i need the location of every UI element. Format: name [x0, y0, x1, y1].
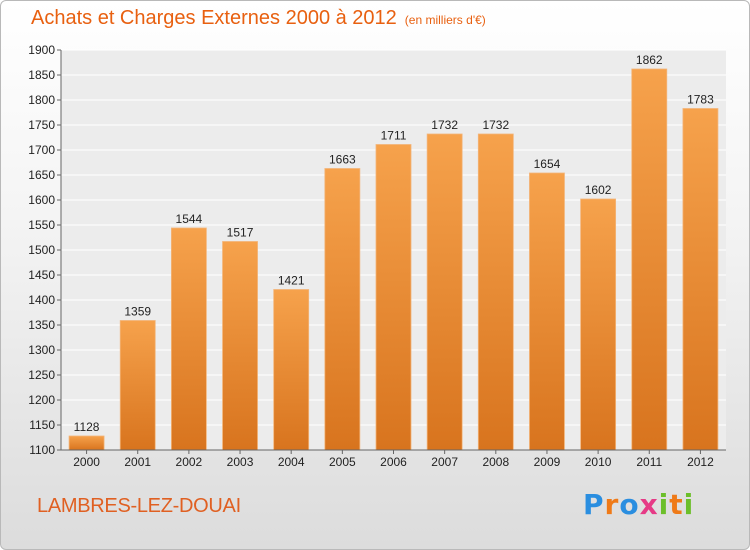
x-tick-label-2007: 2007 [431, 455, 458, 469]
bar-2000 [68, 435, 105, 451]
value-label-2001: 1359 [124, 305, 151, 319]
x-axis: 2000 2001 2002 2003 2004 2005 2006 2007 2008 2009… [61, 449, 726, 469]
y-tick-label: 1800 [28, 93, 55, 107]
bar-2011 [631, 68, 668, 451]
y-tick-label: 1700 [28, 143, 55, 157]
y-tick-label: 1750 [28, 118, 55, 132]
value-label-2003: 1517 [227, 226, 254, 240]
y-tick-label: 1350 [28, 318, 55, 332]
bar-2012 [682, 108, 719, 451]
y-tick-label: 1200 [28, 393, 55, 407]
value-label-2007: 1732 [431, 118, 458, 132]
bar-2007 [426, 133, 463, 451]
bar-2010 [580, 198, 617, 451]
logo-letter: o [619, 488, 640, 521]
y-tick-label: 1650 [28, 168, 55, 182]
y-tick-label: 1400 [28, 293, 55, 307]
bar-2002 [170, 227, 207, 451]
title-row: Achats et Charges Externes 2000 à 2012 (e… [31, 7, 486, 30]
bar-2005 [324, 168, 361, 451]
value-label-2006: 1711 [381, 129, 407, 143]
x-tick-label-2009: 2009 [534, 455, 561, 469]
value-label-2004: 1421 [278, 274, 305, 288]
value-label-2009: 1654 [534, 157, 561, 171]
y-tick-label: 1250 [28, 368, 55, 382]
y-tick-label: 1550 [28, 218, 55, 232]
logo-letter: t [669, 488, 684, 521]
x-tick-label-2001: 2001 [124, 455, 151, 469]
y-tick-label: 1500 [28, 243, 55, 257]
chart-title: Achats et Charges Externes 2000 à 2012 [31, 7, 397, 29]
bar-2008 [477, 133, 514, 451]
logo-letter: r [604, 488, 620, 521]
x-tick-label-2008: 2008 [482, 455, 509, 469]
logo-letter: i [683, 488, 695, 521]
x-tick-label-2010: 2010 [585, 455, 612, 469]
x-tick-label-2004: 2004 [278, 455, 305, 469]
value-label-2008: 1732 [482, 118, 509, 132]
y-tick-label: 1300 [28, 343, 55, 357]
bars [68, 68, 719, 451]
chart-subtitle: (en milliers d'€) [404, 13, 486, 27]
y-tick-label: 1100 [29, 443, 55, 457]
x-tick-label-2011: 2011 [636, 455, 662, 469]
x-tick-label-2006: 2006 [380, 455, 407, 469]
value-label-2005: 1663 [329, 153, 356, 167]
y-tick-label: 1850 [28, 68, 55, 82]
value-label-2002: 1544 [176, 212, 203, 226]
logo-letter: P [583, 488, 605, 521]
bar-2006 [375, 144, 412, 451]
y-tick-label: 1150 [29, 418, 55, 432]
value-label-2012: 1783 [687, 93, 714, 107]
bar-2001 [119, 320, 156, 451]
x-tick-label-2003: 2003 [227, 455, 254, 469]
logo-letter: x [639, 488, 659, 521]
proxiti-logo: Proxiti [583, 488, 694, 521]
logo-letter: i [658, 488, 670, 521]
value-labels: 1128 1359 1544 1517 1421 1663 1711 1732 1732 1654… [74, 53, 714, 434]
y-tick-label: 1450 [28, 268, 55, 282]
bar-2004 [273, 289, 310, 451]
y-tick-label: 1600 [28, 193, 55, 207]
value-label-2011: 1862 [636, 53, 663, 67]
value-label-2000: 1128 [74, 420, 100, 434]
x-tick-label-2002: 2002 [176, 455, 203, 469]
x-tick-label-2000: 2000 [73, 455, 100, 469]
y-axis: 1100 1150 1200 1250 1300 1350 1400 1450 1500 1550… [28, 43, 62, 457]
x-tick-label-2005: 2005 [329, 455, 356, 469]
y-tick-label: 1900 [28, 43, 55, 57]
commune-name: LAMBRES-LEZ-DOUAI [37, 495, 241, 517]
bar-2003 [222, 241, 258, 451]
bar-2009 [529, 172, 565, 451]
x-tick-label-2012: 2012 [687, 455, 714, 469]
value-label-2010: 1602 [585, 183, 612, 197]
